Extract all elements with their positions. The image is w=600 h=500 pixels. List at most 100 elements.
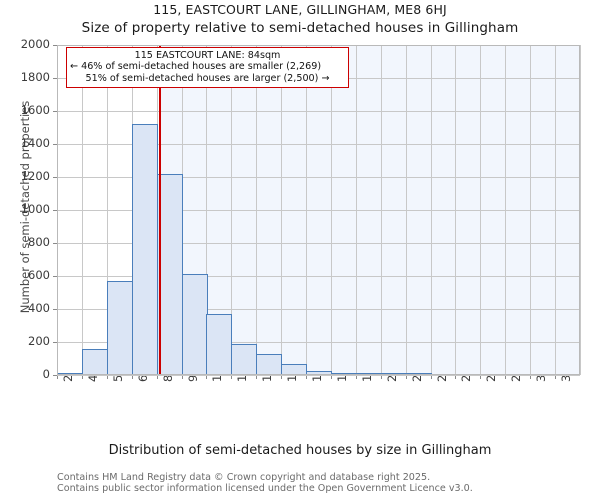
- gridline-v: [580, 45, 581, 375]
- gridline-h: [57, 275, 580, 277]
- y-tick-mark: [53, 210, 57, 211]
- chart-subtitle: Size of property relative to semi-detach…: [81, 20, 519, 36]
- gridline-v: [480, 45, 481, 375]
- gridline-h: [57, 176, 580, 178]
- x-tick-mark: [231, 375, 232, 379]
- x-axis-title: Distribution of semi-detached houses by …: [108, 443, 492, 458]
- gridline-v: [231, 45, 232, 375]
- x-tick-mark: [455, 375, 456, 379]
- bar: [256, 353, 282, 375]
- x-tick-mark: [157, 375, 158, 379]
- gridline-v: [331, 45, 332, 375]
- property-size-marker-line: [158, 45, 161, 375]
- gridline-v: [381, 45, 382, 375]
- y-tick-mark: [53, 111, 57, 112]
- gridline-h: [57, 44, 580, 46]
- gridline-v: [107, 45, 108, 375]
- annotation-line-1: 115 EASTCOURT LANE: 84sqm: [134, 50, 281, 61]
- x-tick-mark: [480, 375, 481, 379]
- gridline-v: [306, 45, 307, 375]
- x-tick-mark: [331, 375, 332, 379]
- page-title: 115, EASTCOURT LANE, GILLINGHAM, ME8 6HJ: [153, 2, 447, 17]
- bar: [206, 313, 232, 375]
- x-tick-mark: [107, 375, 108, 379]
- bar: [157, 173, 183, 375]
- gridline-v: [555, 45, 556, 375]
- y-tick-mark: [53, 342, 57, 343]
- bar: [231, 344, 257, 375]
- y-tick-mark: [53, 45, 57, 46]
- x-tick-mark: [82, 375, 83, 379]
- x-tick-mark: [306, 375, 307, 379]
- x-tick-mark: [132, 375, 133, 379]
- y-tick-label: 1400: [20, 136, 50, 150]
- y-tick-mark: [53, 144, 57, 145]
- y-tick-mark: [53, 78, 57, 79]
- annotation-line-2: ← 46% of semi-detached houses are smalle…: [70, 61, 322, 73]
- y-tick-label: 200: [28, 334, 50, 348]
- gridline-v: [530, 45, 531, 375]
- x-tick-mark: [356, 375, 357, 379]
- gridline-v: [406, 45, 407, 375]
- y-tick-mark: [53, 243, 57, 244]
- y-tick-label: 0: [42, 367, 50, 381]
- footer-attribution: Contains HM Land Registry data © Crown c…: [57, 472, 597, 494]
- y-tick-label: 400: [28, 301, 50, 315]
- x-tick-mark: [406, 375, 407, 379]
- gridline-v: [431, 45, 432, 375]
- bar: [381, 373, 407, 375]
- bar: [107, 280, 133, 375]
- footer-line-2: Contains public sector information licen…: [57, 483, 473, 494]
- x-tick-mark: [555, 375, 556, 379]
- gridline-h: [57, 242, 580, 244]
- annotation-box: 115 EASTCOURT LANE: 84sqm ← 46% of semi-…: [66, 47, 349, 89]
- bar: [356, 373, 382, 375]
- gridline-v: [206, 45, 207, 375]
- y-tick-mark: [53, 309, 57, 310]
- gridline-v: [256, 45, 257, 375]
- bar: [82, 349, 108, 375]
- x-tick-mark: [431, 375, 432, 379]
- gridline-v: [82, 45, 83, 375]
- gridline-v: [505, 45, 506, 375]
- gridline-h: [57, 341, 580, 343]
- gridline-h: [57, 374, 580, 376]
- bar: [306, 370, 332, 375]
- y-tick-label: 1600: [20, 103, 50, 117]
- gridline-v: [356, 45, 357, 375]
- bar: [57, 373, 83, 375]
- y-tick-mark: [53, 177, 57, 178]
- y-tick-mark: [53, 375, 57, 376]
- x-tick-mark: [530, 375, 531, 379]
- y-tick-label: 1200: [20, 169, 50, 183]
- y-tick-mark: [53, 276, 57, 277]
- x-tick-mark: [182, 375, 183, 379]
- y-tick-label: 600: [28, 268, 50, 282]
- x-tick-mark: [381, 375, 382, 379]
- x-tick-mark: [206, 375, 207, 379]
- gridline-h: [57, 143, 580, 145]
- gridline-v: [281, 45, 282, 375]
- footer-line-1: Contains HM Land Registry data © Crown c…: [57, 472, 431, 483]
- gridline-v: [455, 45, 456, 375]
- bar: [406, 373, 432, 375]
- gridline-h: [57, 110, 580, 112]
- y-tick-label: 1800: [20, 70, 50, 84]
- gridline-h: [57, 209, 580, 211]
- bar: [132, 124, 158, 375]
- y-tick-label: 1000: [20, 202, 50, 216]
- x-tick-mark: [57, 375, 58, 379]
- gridline-h: [57, 308, 580, 310]
- x-tick-mark: [505, 375, 506, 379]
- gridline-v: [57, 45, 58, 375]
- bar: [331, 373, 357, 375]
- bar: [182, 274, 208, 375]
- plot-area: [57, 44, 581, 376]
- annotation-line-3: 51% of semi-detached houses are larger (…: [85, 72, 330, 84]
- y-tick-label: 800: [28, 235, 50, 249]
- x-tick-mark: [256, 375, 257, 379]
- y-tick-label: 2000: [20, 37, 50, 51]
- x-tick-mark: [281, 375, 282, 379]
- bar: [281, 364, 307, 375]
